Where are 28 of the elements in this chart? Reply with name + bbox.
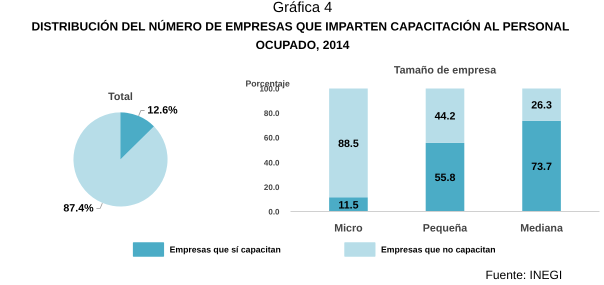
source-note: Fuente: INEGI: [486, 268, 562, 282]
y-tick-label: 80.0: [264, 109, 280, 118]
legend-label: Empresas que sí capacitan: [170, 244, 281, 254]
data-label: 12.6%: [147, 104, 178, 117]
chart-title: Tamaño de empresa: [394, 64, 496, 76]
data-label: 11.5: [338, 199, 359, 212]
bar: [522, 120, 561, 212]
data-label: 26.3: [531, 100, 552, 112]
chart-title: Total: [108, 91, 133, 104]
legend-label: Empresas que no capacitan: [381, 244, 496, 254]
x-tick-label: Mediana: [520, 222, 563, 234]
bar: [329, 88, 368, 198]
bar: [426, 142, 464, 212]
data-label: 88.5: [338, 138, 359, 150]
bar: [426, 88, 464, 143]
text: DISTRIBUCIÓN DEL NÚMERO DE EMPRESAS QUE IMPARTEN CAPACITACIÓN AL PERSONAL OCUPADO, 2014: [31, 20, 570, 52]
bar: [522, 88, 561, 121]
x-tick-label: Pequeña: [422, 222, 468, 234]
y-tick-label: 20.0: [264, 182, 280, 192]
data-label: 87.4%: [63, 202, 94, 214]
data-label: 55.8: [434, 172, 456, 184]
y-tick-label: 60.0: [264, 134, 280, 143]
data-label: 44.2: [434, 110, 456, 123]
x-tick-label: Micro: [334, 222, 364, 234]
data-label: 73.7: [531, 161, 552, 174]
y-tick-label: 0.0: [268, 208, 280, 216]
y-tick-label: 40.0: [264, 158, 280, 168]
text: Gráfica 4: [272, 0, 332, 16]
